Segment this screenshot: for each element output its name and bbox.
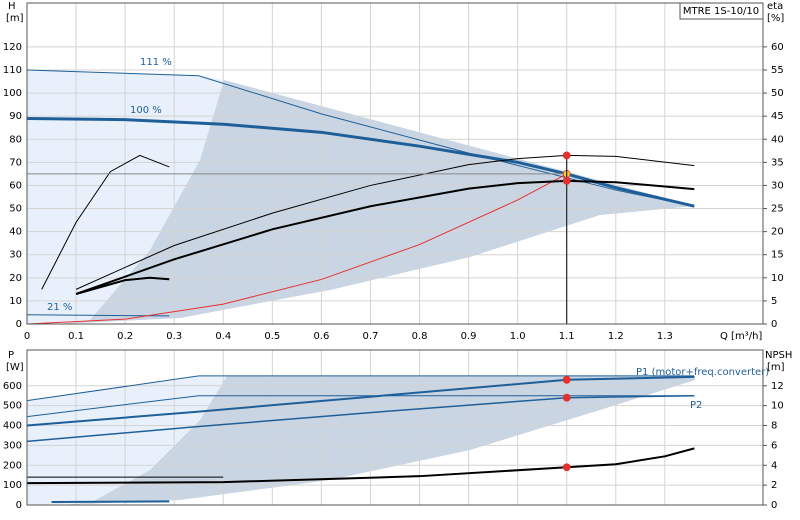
x-tick-label: 0.2: [117, 331, 133, 342]
frame: [26, 349, 764, 506]
y2-tick-label: 35: [771, 157, 784, 168]
x-tick-label: 0.7: [363, 331, 379, 342]
y-tick-label: 200: [3, 460, 22, 471]
y-tick-label: 300: [3, 440, 22, 451]
y2-tick-label: 40: [771, 134, 784, 145]
y2-tick-label: 60: [771, 42, 784, 53]
y-tick-label: 50: [9, 204, 22, 215]
y2-tick-label: 5: [771, 296, 777, 307]
curve: [26, 395, 695, 418]
y-tick-label: 10: [9, 296, 22, 307]
range-area: [60, 376, 695, 505]
curve-label: P2: [690, 400, 702, 411]
y2-tick-label: 0: [771, 319, 777, 330]
x-tick-label: 0.3: [166, 331, 182, 342]
y2-tick-label: 30: [771, 180, 784, 191]
x-tick-label: 0.8: [412, 331, 428, 342]
curve: [26, 116, 695, 208]
y-label: H: [8, 1, 16, 12]
y-tick-label: 500: [3, 401, 22, 412]
y2-tick-label: 12: [771, 381, 784, 392]
x-tick-label: 1.2: [608, 331, 624, 342]
y-unit: [m]: [6, 13, 24, 24]
x-tick-label: 1.1: [559, 331, 575, 342]
marker: [562, 463, 571, 472]
curve-label: P1 (motor+freq.converter): [636, 367, 769, 378]
x-label: Q [m³/h]: [720, 331, 762, 342]
y-tick-label: 100: [3, 88, 22, 99]
title-box: [679, 2, 764, 20]
x-tick-label: 0.6: [313, 331, 329, 342]
marker: [562, 393, 571, 402]
chart-title: MTRE 1S-10/10: [683, 6, 759, 17]
curve: [51, 500, 170, 504]
y-tick-label: 90: [9, 111, 22, 122]
x-tick-label: 0.5: [264, 331, 280, 342]
y2-tick-label: 8: [771, 421, 777, 432]
x-tick-label: 0.4: [215, 331, 231, 342]
y-tick-label: 80: [9, 134, 22, 145]
curve-label: 21 %: [47, 302, 72, 313]
y-tick-label: 30: [9, 250, 22, 261]
marker: [562, 176, 571, 185]
curve: [26, 375, 695, 427]
y-tick-label: 120: [3, 42, 22, 53]
y2-tick-label: 2: [771, 480, 777, 491]
y-unit: [W]: [6, 362, 24, 373]
y2-unit: [m]: [767, 362, 785, 373]
y2-tick-label: 10: [771, 401, 784, 412]
y2-tick-label: 25: [771, 204, 784, 215]
x-tick-label: 0: [24, 331, 30, 342]
curve-label: 100 %: [130, 105, 162, 116]
y-tick-label: 40: [9, 227, 22, 238]
x-tick-label: 1.3: [657, 331, 673, 342]
curve: [26, 173, 567, 325]
range-area: [27, 376, 227, 505]
y2-tick-label: 20: [771, 227, 784, 238]
x-tick-label: 0.1: [68, 331, 84, 342]
marker: [562, 375, 571, 384]
range-area: [60, 80, 695, 324]
curve: [26, 394, 695, 443]
frame: [26, 2, 764, 325]
curve: [26, 69, 695, 207]
y2-tick-label: 45: [771, 111, 784, 122]
curve-label: 111 %: [140, 57, 172, 68]
y2-unit: [%]: [767, 13, 784, 24]
y-tick-label: 600: [3, 381, 22, 392]
curve: [75, 276, 170, 295]
y2-tick-label: 10: [771, 273, 784, 284]
y-tick-label: 100: [3, 480, 22, 491]
x-tick-label: 0.9: [461, 331, 477, 342]
y2-label: NPSH: [765, 350, 792, 361]
y2-tick-label: 0: [771, 500, 777, 511]
y-tick-label: 0: [16, 500, 22, 511]
curve: [75, 154, 695, 290]
curve: [41, 154, 170, 290]
y-tick-label: 60: [9, 180, 22, 191]
y2-tick-label: 15: [771, 250, 784, 261]
y2-tick-label: 50: [771, 88, 784, 99]
marker: [562, 151, 571, 160]
x-tick-label: 1.0: [510, 331, 526, 342]
plots: 0 0.1 0.2 0.3 0.4 0.5 0.6 0.7 0.8 0.9 1.0 1.1 1.2 1.3…: [3, 3, 784, 511]
y-tick-label: 20: [9, 273, 22, 284]
y2-tick-label: 6: [771, 440, 777, 451]
y-label: P: [8, 350, 14, 361]
y2-label: eta: [767, 1, 783, 12]
y2-tick-label: 55: [771, 65, 784, 76]
y-tick-label: 110: [3, 65, 22, 76]
curve: [75, 179, 695, 295]
y-tick-label: 0: [16, 319, 22, 330]
y-tick-label: 70: [9, 157, 22, 168]
curve: [26, 375, 695, 402]
y-tick-label: 400: [3, 421, 22, 432]
y2-tick-label: 4: [771, 460, 777, 471]
